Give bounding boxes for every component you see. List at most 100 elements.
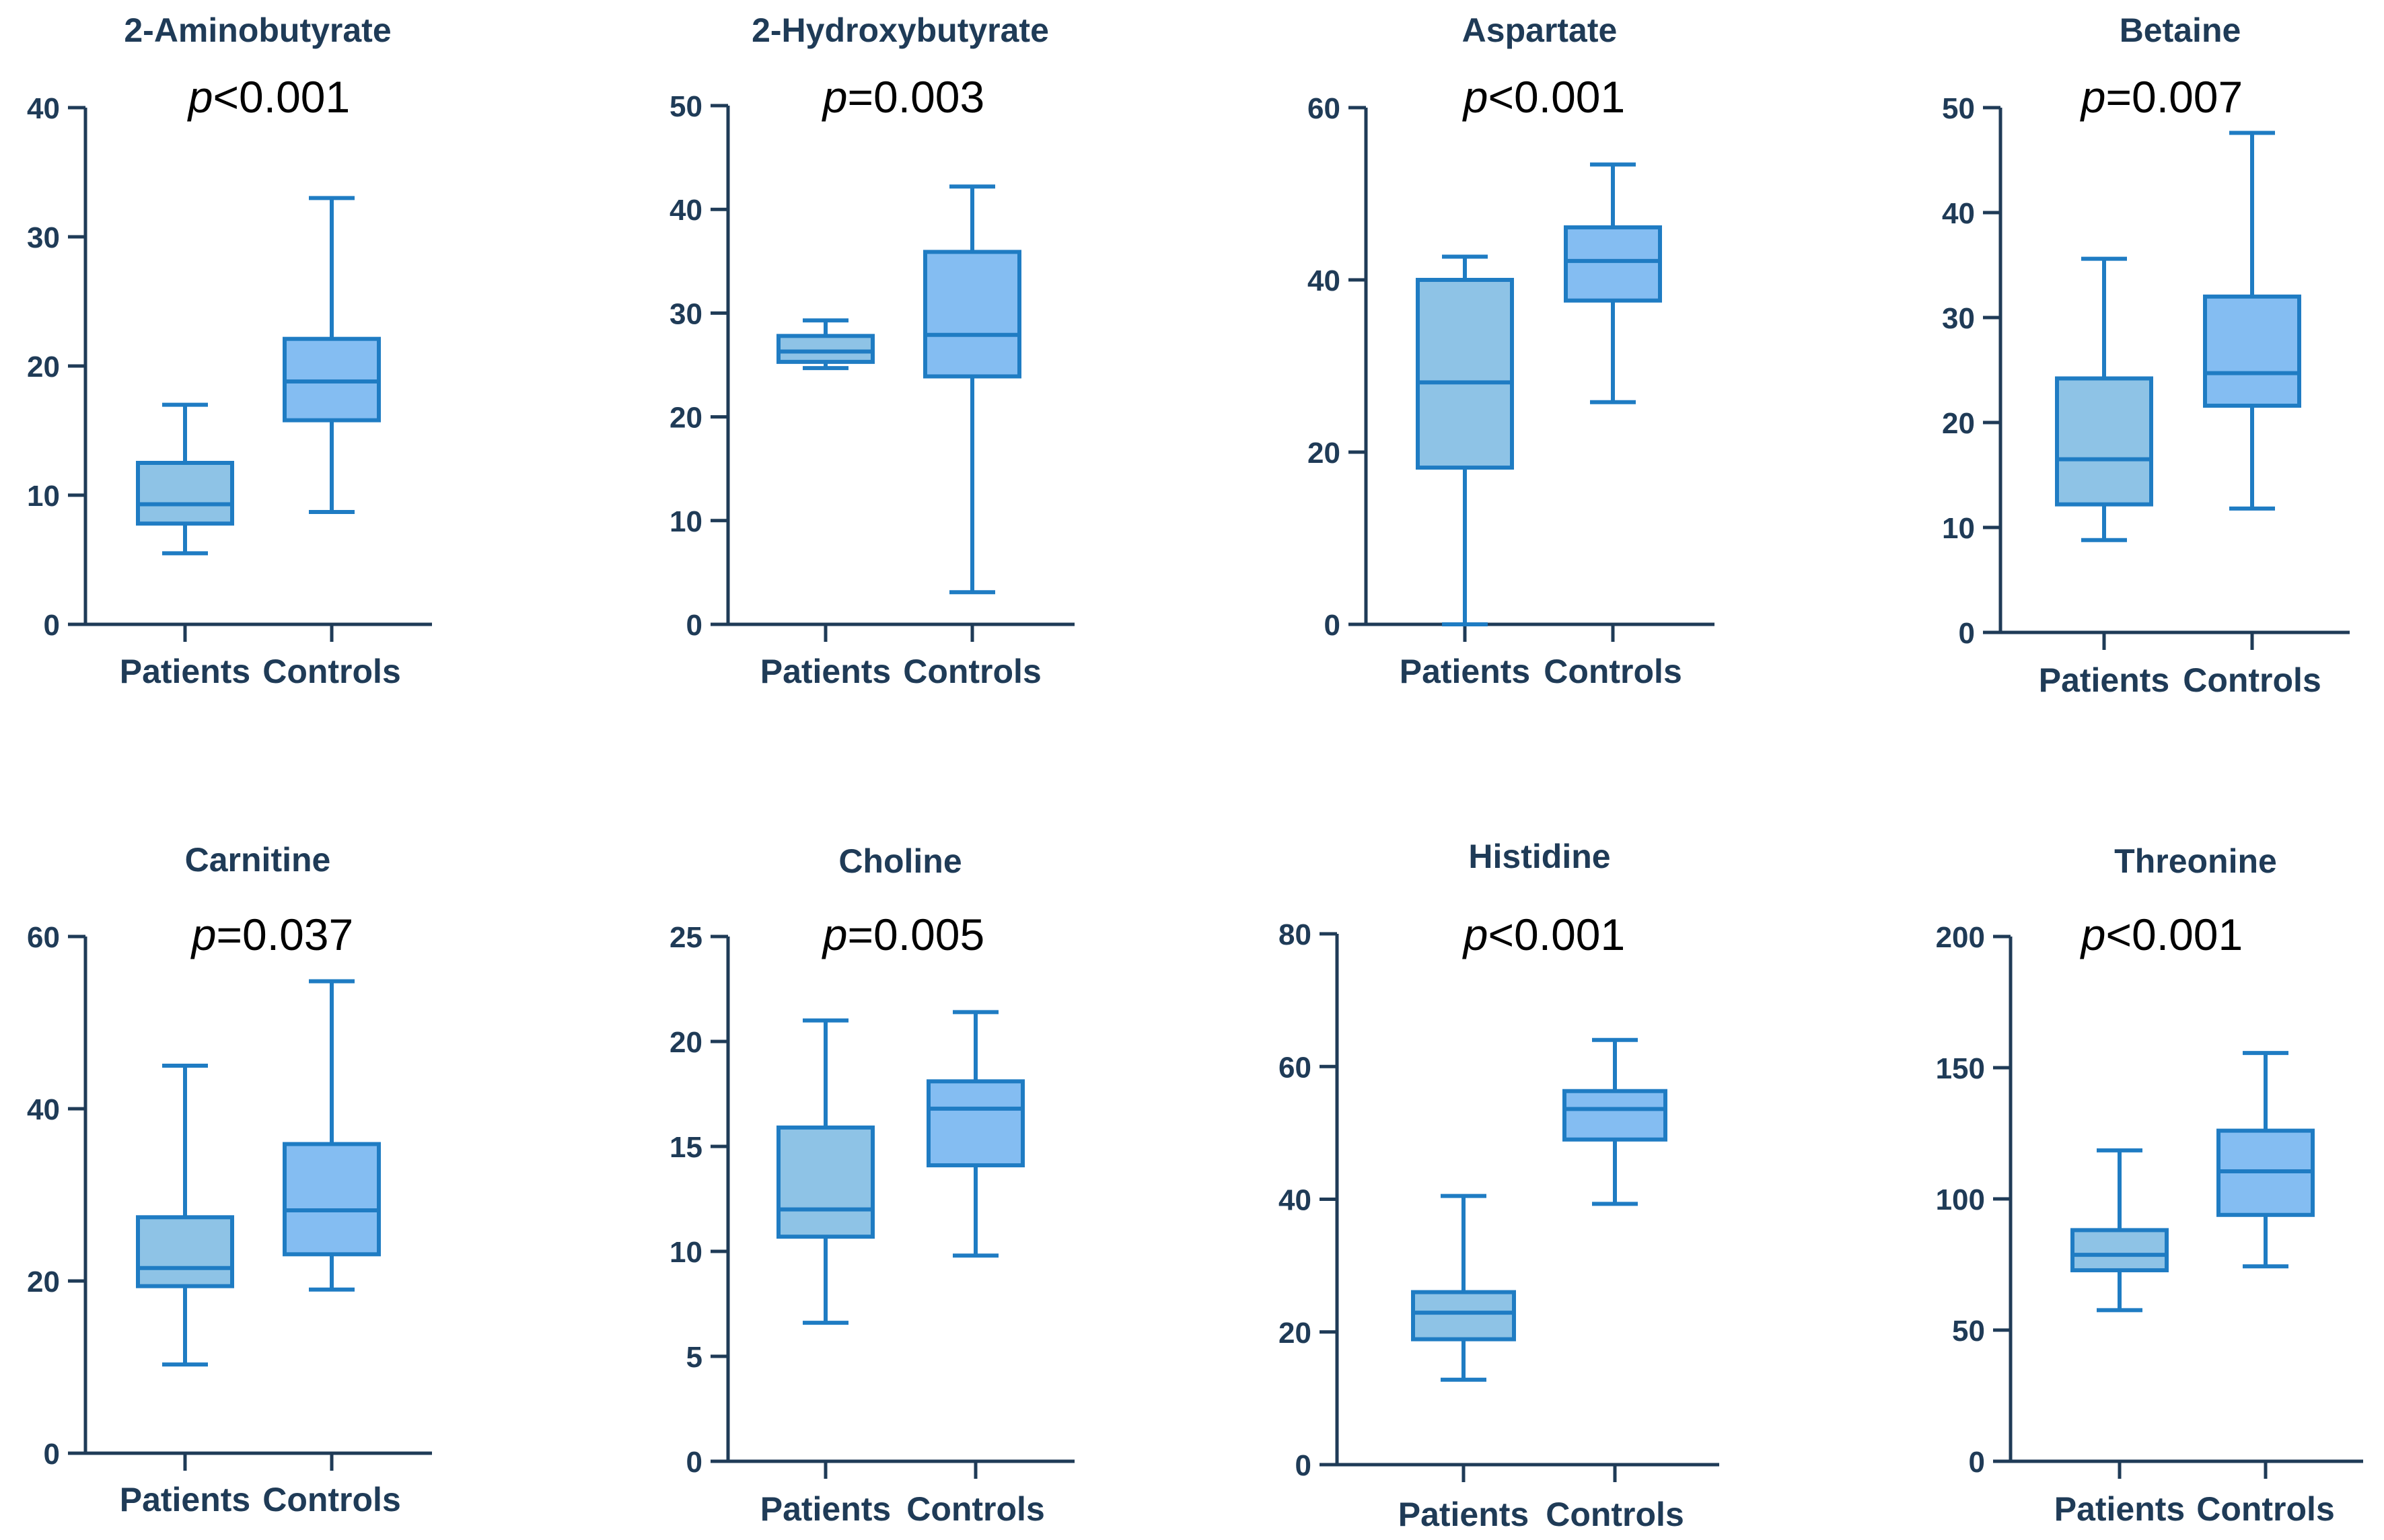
box-iqr xyxy=(2055,376,2153,507)
chart-title: 2-Aminobutyrate xyxy=(124,11,391,49)
y-tick-label: 50 xyxy=(1952,1315,1985,1348)
x-category-label-patients: Patients xyxy=(120,653,251,690)
box-iqr xyxy=(1564,225,1662,303)
x-category-label-patients: Patients xyxy=(2054,1490,2186,1528)
p-value-text: =0.005 xyxy=(848,910,985,959)
boxplot-patients xyxy=(136,402,234,556)
chart-2-aminobutyrate: 2-Aminobutyrate p<0.001 0 10 20 30 40 Patients C… xyxy=(27,11,432,690)
y-tick-label: 40 xyxy=(1307,264,1340,297)
boxplot-controls xyxy=(1562,1037,1667,1206)
chart-title: Choline xyxy=(838,842,962,880)
p-value-text: <0.001 xyxy=(1488,72,1626,122)
chart-aspartate: Aspartate p<0.001 0 20 40 60 Patients Controls xyxy=(1307,11,1714,690)
p-value-symbol: p xyxy=(822,72,848,122)
y-tick-label: 60 xyxy=(27,921,60,954)
chart-2-hydroxybutyrate: 2-Hydroxybutyrate p=0.003 0 10 20 30 40 50 Patie… xyxy=(670,11,1075,690)
y-tick-label: 0 xyxy=(1324,609,1340,642)
chart-title: Threonine xyxy=(2114,842,2277,880)
box-iqr xyxy=(927,1079,1025,1168)
y-tick-label: 20 xyxy=(1278,1317,1311,1350)
y-tick-label: 200 xyxy=(1936,921,1985,954)
p-value-symbol: p xyxy=(190,910,217,959)
chart-title: Aspartate xyxy=(1462,11,1618,49)
y-tick-label: 20 xyxy=(1307,437,1340,470)
p-value-text: =0.007 xyxy=(2106,72,2243,122)
box-iqr xyxy=(2203,294,2301,408)
boxplot-controls xyxy=(283,979,381,1292)
chart-choline: Choline p=0.005 0 5 10 15 20 25 Patients Controls xyxy=(670,842,1075,1528)
y-tick-label: 60 xyxy=(1278,1051,1311,1084)
x-category-label-controls: Controls xyxy=(903,653,1042,690)
box-iqr xyxy=(776,334,875,364)
boxplot-patients xyxy=(776,1018,875,1325)
p-value-symbol: p xyxy=(2080,72,2106,122)
chart-title: Carnitine xyxy=(185,841,331,879)
chart-title: 2-Hydroxybutyrate xyxy=(752,11,1049,49)
y-tick-label: 10 xyxy=(27,480,60,513)
box-iqr xyxy=(2070,1228,2169,1273)
y-tick-label: 20 xyxy=(27,1266,60,1298)
x-category-label-controls: Controls xyxy=(262,653,401,690)
y-tick-label: 10 xyxy=(670,505,702,538)
x-category-label-patients: Patients xyxy=(1400,653,1531,690)
chart-carnitine: Carnitine p=0.037 0 20 40 60 Patients Controls xyxy=(27,841,432,1518)
y-tick-label: 40 xyxy=(27,92,60,125)
p-value-annotation: p=0.037 xyxy=(190,910,353,959)
y-tick-label: 20 xyxy=(670,1026,702,1059)
chart-betaine: Betaine p=0.007 0 10 20 30 40 50 Patients Control… xyxy=(1942,11,2350,699)
p-value-symbol: p xyxy=(2080,910,2106,959)
boxplot-controls xyxy=(2203,131,2301,511)
box-iqr xyxy=(136,1215,234,1288)
p-value-text: =0.037 xyxy=(217,910,354,959)
boxplot-controls xyxy=(927,1010,1025,1258)
boxplot-patients xyxy=(1411,1194,1516,1382)
box-iqr xyxy=(136,461,234,526)
y-tick-label: 0 xyxy=(44,1438,60,1471)
y-tick-label: 0 xyxy=(1969,1446,1985,1479)
box-iqr xyxy=(283,1142,381,1257)
y-tick-label: 50 xyxy=(670,90,702,123)
y-tick-label: 0 xyxy=(686,1446,702,1479)
y-tick-label: 80 xyxy=(1278,918,1311,951)
x-category-label-controls: Controls xyxy=(1544,653,1682,690)
boxplot-patients xyxy=(2070,1148,2169,1313)
box-iqr xyxy=(1416,278,1514,470)
boxplot-controls xyxy=(2216,1051,2315,1269)
chart-histidine: Histidine p<0.001 0 20 40 60 80 Patients Control… xyxy=(1278,838,1719,1533)
p-value-annotation: p=0.005 xyxy=(822,910,984,959)
y-tick-label: 40 xyxy=(27,1093,60,1126)
box-iqr xyxy=(776,1125,875,1239)
y-tick-label: 50 xyxy=(1942,92,1975,125)
x-category-label-patients: Patients xyxy=(120,1481,251,1518)
y-tick-label: 30 xyxy=(27,221,60,254)
x-category-label-controls: Controls xyxy=(1546,1496,1684,1533)
p-value-annotation: p<0.001 xyxy=(2080,910,2243,959)
p-value-text: <0.001 xyxy=(213,72,351,122)
x-category-label-patients: Patients xyxy=(760,1490,892,1528)
x-category-label-patients: Patients xyxy=(1398,1496,1529,1533)
x-category-label-patients: Patients xyxy=(2039,661,2170,699)
p-value-annotation: p=0.007 xyxy=(2080,72,2243,122)
p-value-symbol: p xyxy=(822,910,848,959)
box-iqr xyxy=(1411,1290,1516,1342)
y-tick-label: 30 xyxy=(670,297,702,330)
boxplot-patients xyxy=(1416,254,1514,626)
boxplot-patients xyxy=(2055,256,2153,542)
x-category-label-patients: Patients xyxy=(760,653,892,690)
p-value-text: <0.001 xyxy=(1488,910,1626,959)
boxplot-patients xyxy=(776,318,875,371)
p-value-annotation: p<0.001 xyxy=(1462,910,1625,959)
y-tick-label: 5 xyxy=(686,1341,702,1374)
x-category-label-controls: Controls xyxy=(906,1490,1045,1528)
y-tick-label: 10 xyxy=(670,1236,702,1269)
y-tick-label: 0 xyxy=(686,609,702,642)
p-value-symbol: p xyxy=(1462,72,1488,122)
p-value-annotation: p=0.003 xyxy=(822,72,984,122)
y-tick-label: 40 xyxy=(1942,197,1975,230)
y-tick-label: 40 xyxy=(1278,1184,1311,1217)
boxplot-controls xyxy=(923,184,1021,595)
p-value-text: <0.001 xyxy=(2106,910,2243,959)
y-tick-label: 60 xyxy=(1307,92,1340,125)
